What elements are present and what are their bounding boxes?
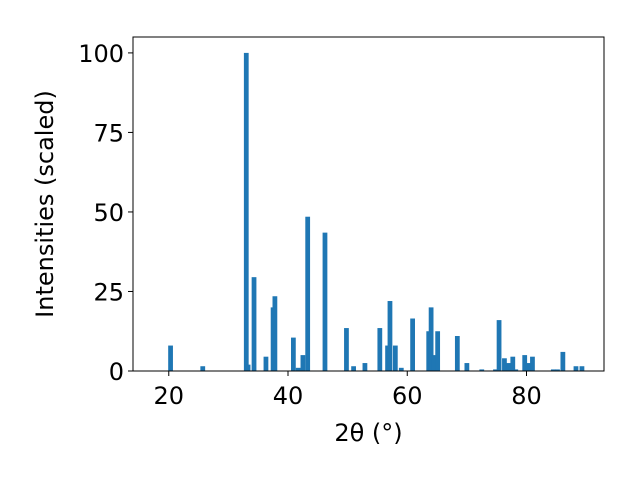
bar xyxy=(398,367,404,371)
bar xyxy=(251,277,257,371)
bar xyxy=(263,356,269,371)
bar xyxy=(351,366,356,371)
y-tick-label: 100 xyxy=(78,40,124,68)
y-tick-label: 0 xyxy=(109,358,124,386)
bar xyxy=(550,369,556,371)
y-tick-label: 75 xyxy=(93,119,124,147)
bar xyxy=(513,369,519,371)
x-axis-label: 2θ (°) xyxy=(334,419,402,447)
bar xyxy=(530,356,535,371)
bar xyxy=(305,216,311,371)
bar xyxy=(435,331,441,371)
bar xyxy=(385,345,390,371)
bar xyxy=(387,301,393,371)
bar xyxy=(431,355,436,371)
x-tick-label: 40 xyxy=(273,382,304,410)
x-tick-label: 80 xyxy=(511,382,542,410)
bar xyxy=(506,363,511,371)
bar xyxy=(555,369,560,371)
bar xyxy=(464,363,470,371)
bar xyxy=(579,366,585,371)
bar xyxy=(502,358,507,371)
bar xyxy=(200,366,206,371)
bar xyxy=(522,355,528,371)
bar xyxy=(479,369,485,371)
bar xyxy=(493,369,498,371)
bar xyxy=(454,336,460,371)
bar xyxy=(573,366,579,371)
bar xyxy=(168,345,173,371)
bar xyxy=(410,318,415,371)
y-tick-label: 25 xyxy=(93,278,124,306)
bar xyxy=(300,355,306,371)
y-axis-label: Intensities (scaled) xyxy=(31,90,59,318)
y-tick-label: 50 xyxy=(93,199,124,227)
bar xyxy=(426,331,432,371)
x-tick-label: 60 xyxy=(392,382,423,410)
bar xyxy=(392,345,398,371)
bar xyxy=(377,328,383,371)
bar xyxy=(243,52,249,372)
bar xyxy=(525,363,531,371)
x-tick-label: 20 xyxy=(153,382,184,410)
bar xyxy=(510,356,516,371)
bar xyxy=(295,367,301,371)
bar xyxy=(272,296,278,371)
bar xyxy=(560,351,566,371)
bar xyxy=(290,337,296,371)
bar xyxy=(245,364,251,371)
bar xyxy=(428,307,434,371)
bar xyxy=(344,328,349,371)
bar xyxy=(362,363,368,371)
bar xyxy=(496,320,502,371)
plot-frame xyxy=(132,36,605,372)
bars-group xyxy=(168,52,585,372)
bar xyxy=(322,232,328,371)
ticks-group: 20 40 60 80 0 25 50 75 100 xyxy=(78,40,542,410)
